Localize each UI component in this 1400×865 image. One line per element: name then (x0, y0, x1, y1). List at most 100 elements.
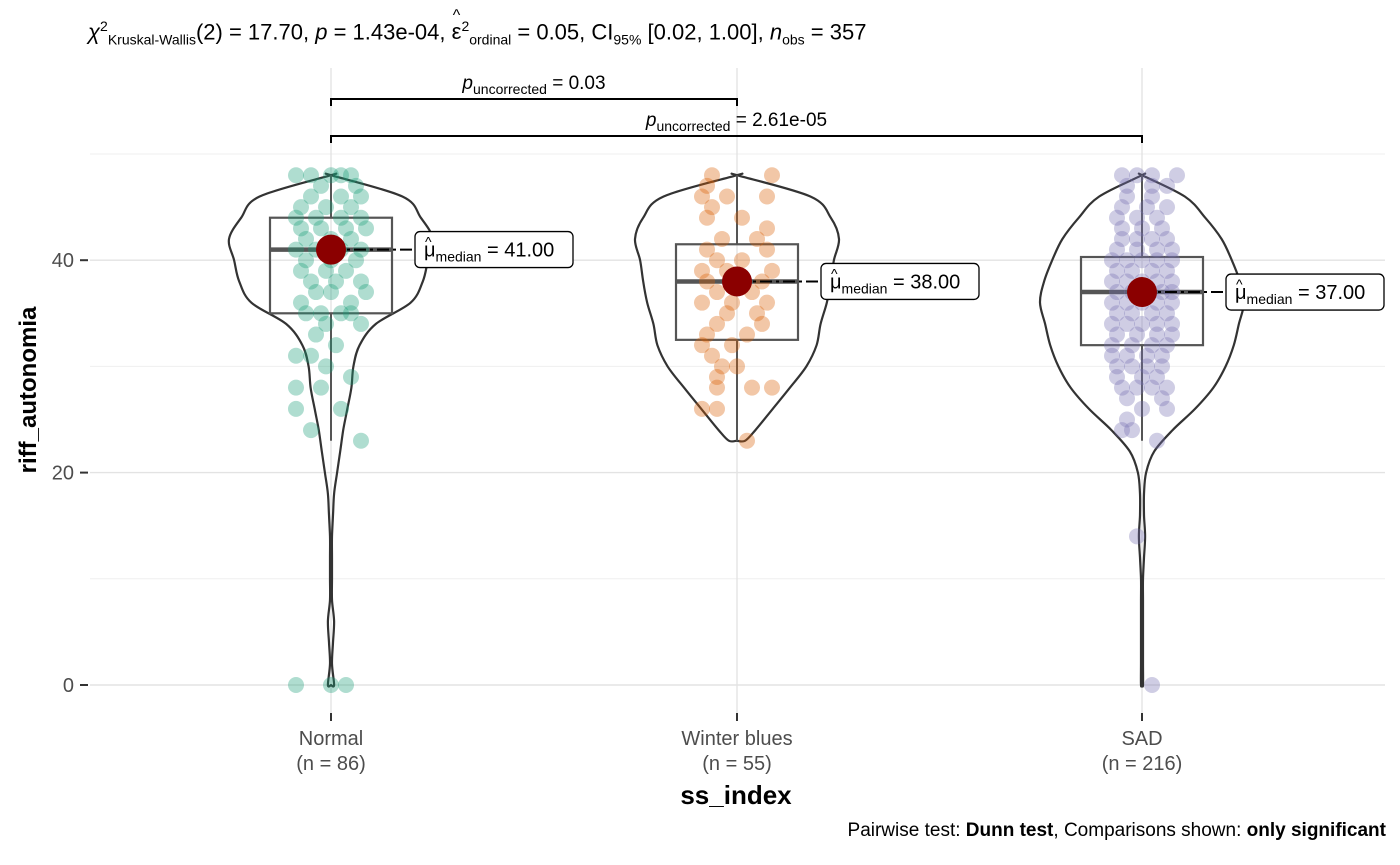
data-point (343, 230, 359, 247)
data-point (699, 209, 715, 226)
data-point (318, 358, 334, 375)
data-point (1154, 390, 1170, 407)
chart-caption: Pairwise test: Dunn test, Comparisons sh… (847, 820, 1386, 841)
data-point (1159, 230, 1175, 247)
data-point (1144, 305, 1160, 322)
data-point (714, 358, 730, 375)
data-point (754, 315, 770, 332)
bracket-label: puncorrected = 0.03 (461, 73, 605, 97)
data-point (343, 199, 359, 216)
data-point (699, 273, 715, 290)
data-point (694, 400, 710, 417)
data-point (1159, 199, 1175, 216)
data-point (1119, 252, 1135, 269)
data-point (1114, 422, 1130, 439)
data-point (1159, 177, 1175, 194)
data-point (764, 167, 780, 184)
median-label-text: μmedian = 38.00 (830, 271, 960, 296)
data-point (709, 252, 725, 269)
data-point (303, 188, 319, 205)
data-point (1129, 528, 1145, 545)
data-point (1164, 241, 1180, 258)
data-point (333, 209, 349, 226)
data-point (709, 284, 725, 301)
data-point (1149, 315, 1165, 332)
data-point (704, 167, 720, 184)
data-point (1164, 252, 1180, 269)
data-point (1129, 379, 1145, 396)
data-point (699, 177, 715, 194)
data-point (1129, 167, 1145, 184)
data-point (348, 252, 364, 269)
data-point (709, 400, 725, 417)
median-label-box (820, 262, 980, 301)
median-label-hat: ^ (1236, 276, 1243, 292)
data-point (313, 220, 329, 237)
x-tick-label: Normal (299, 728, 363, 750)
median-label-box (1225, 273, 1385, 311)
data-point (1154, 347, 1170, 364)
data-point (353, 188, 369, 205)
data-point (293, 262, 309, 279)
data-point (323, 677, 339, 693)
data-point (719, 188, 735, 205)
data-point (764, 379, 780, 396)
data-point (1144, 188, 1160, 205)
data-point (1149, 432, 1165, 449)
data-points (288, 167, 1185, 693)
median-label: μmedian = 41.00^ (414, 230, 574, 269)
data-point (694, 262, 710, 279)
data-point (1139, 199, 1155, 216)
data-point (1124, 337, 1140, 354)
data-point (709, 315, 725, 332)
data-point (1149, 209, 1165, 226)
data-point (1144, 177, 1160, 194)
data-point (303, 273, 319, 290)
data-point (1109, 262, 1125, 279)
data-point (343, 294, 359, 311)
data-point (303, 167, 319, 184)
data-point (1114, 167, 1130, 184)
data-point (338, 220, 354, 237)
violin-winter-blues (633, 172, 841, 443)
data-point (1134, 220, 1150, 237)
data-point (303, 422, 319, 439)
x-axis-label: ss_index (680, 780, 792, 810)
data-point (313, 379, 329, 396)
data-point (333, 305, 349, 322)
data-point (1119, 411, 1135, 428)
data-point (1114, 199, 1130, 216)
data-point (1124, 358, 1140, 375)
data-point (318, 315, 334, 332)
median-label-text: μmedian = 41.00 (424, 240, 554, 265)
y-tick-label: 20 (52, 463, 74, 485)
data-point (343, 167, 359, 184)
data-point (313, 305, 329, 322)
data-point (704, 199, 720, 216)
data-point (288, 677, 304, 693)
median-marker (722, 266, 752, 297)
bracket-line (330, 98, 738, 106)
data-point (1144, 230, 1160, 247)
data-point (1144, 167, 1160, 184)
data-point (749, 230, 765, 247)
chart-subtitle: χ2Kruskal-Wallis(2) = 17.70, p = 1.43e-0… (88, 7, 866, 47)
median-label-hat: ^ (425, 234, 432, 250)
comparison-bracket: puncorrected = 0.03 (330, 73, 738, 106)
data-point (288, 209, 304, 226)
data-point (1149, 326, 1165, 343)
median-label: μmedian = 37.00^ (1225, 273, 1385, 311)
data-point (1114, 230, 1130, 247)
data-point (1159, 262, 1175, 279)
data-point (1144, 262, 1160, 279)
grid-lines (90, 68, 1385, 713)
data-point (303, 347, 319, 364)
data-point (1104, 294, 1120, 311)
data-point (353, 209, 369, 226)
data-point (353, 432, 369, 449)
data-point (1119, 188, 1135, 205)
data-point (338, 262, 354, 279)
data-point (1124, 305, 1140, 322)
data-point (358, 220, 374, 237)
data-point (288, 347, 304, 364)
